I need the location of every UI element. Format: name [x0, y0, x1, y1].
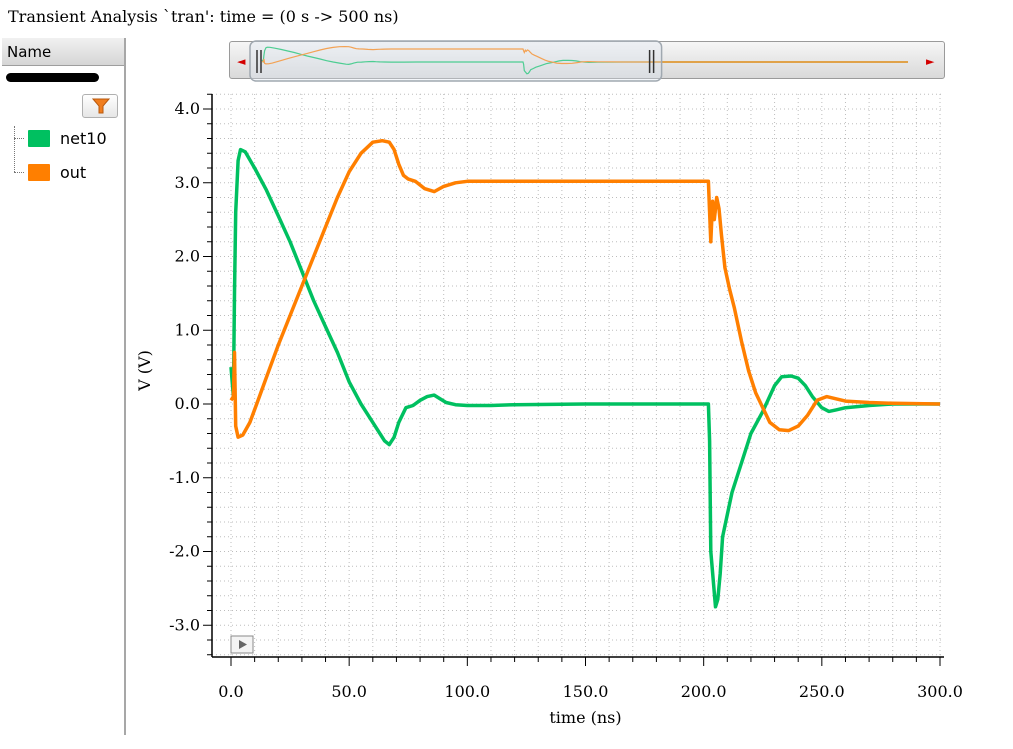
overview-trace-net10 — [261, 46, 908, 75]
y-tick-label: 0.0 — [175, 394, 200, 413]
y-tick-label: -3.0 — [169, 615, 200, 634]
name-column-header[interactable]: Name — [2, 38, 124, 66]
legend-item-net10[interactable]: net10 — [28, 128, 107, 148]
filter-icon — [92, 98, 110, 114]
overview-scrollbar[interactable] — [229, 41, 945, 79]
x-axis-label: time (ns) — [549, 708, 621, 727]
play-icon — [239, 640, 247, 649]
plot-grid — [212, 93, 944, 657]
x-tick-label: 250.0 — [799, 682, 845, 701]
name-filter-field[interactable] — [6, 73, 99, 82]
y-tick-label: 2.0 — [175, 247, 200, 266]
x-tick-label: 300.0 — [917, 682, 963, 701]
y-tick-label: 1.0 — [175, 320, 200, 339]
legend-label: net10 — [60, 128, 107, 148]
y-tick-label: -2.0 — [169, 542, 200, 561]
y-tick-label: -1.0 — [169, 468, 200, 487]
scroll-right-arrow[interactable]: ► — [926, 55, 935, 68]
x-tick-label: 150.0 — [563, 682, 609, 701]
series-line-net10 — [229, 147, 940, 609]
signal-browser-panel: Name net10 out — [2, 38, 126, 735]
window-resize-handle[interactable] — [648, 50, 655, 73]
overview-panel: ◄ ► — [237, 40, 935, 82]
legend-item-out[interactable]: out — [28, 162, 86, 182]
legend-label: out — [60, 162, 87, 182]
tree-connector — [14, 126, 15, 172]
filter-button[interactable] — [82, 94, 118, 118]
x-tick-label: 100.0 — [444, 682, 490, 701]
play-button[interactable] — [230, 635, 254, 654]
series-line-out — [229, 138, 941, 439]
x-tick-label: 200.0 — [681, 682, 727, 701]
y-tick-label: 3.0 — [175, 173, 200, 192]
legend-swatch — [28, 163, 50, 181]
tree-connector — [14, 172, 24, 173]
window-resize-handle[interactable] — [256, 50, 262, 73]
scroll-left-arrow[interactable]: ◄ — [237, 55, 246, 68]
overview-trace-out — [261, 45, 908, 65]
y-tick-label: 4.0 — [175, 99, 200, 118]
legend-swatch — [28, 129, 50, 147]
overview-window-selector[interactable] — [249, 40, 663, 82]
tree-connector — [14, 138, 24, 139]
x-tick-label: 50.0 — [331, 682, 367, 701]
y-axis-label: V (V) — [135, 350, 154, 392]
x-tick-label: 0.0 — [218, 682, 243, 701]
window-title: Transient Analysis `tran': time = (0 s -… — [8, 7, 399, 26]
